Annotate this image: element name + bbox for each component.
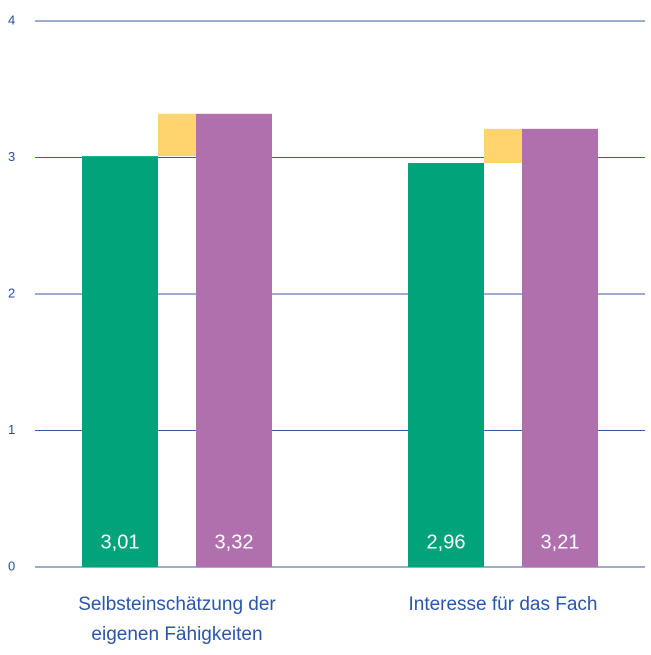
- y-tick-label: 3: [8, 149, 15, 164]
- bar: [408, 162, 484, 567]
- y-tick-label: 1: [8, 422, 15, 437]
- data-label: 2,96: [427, 531, 466, 553]
- data-label: 3,32: [215, 531, 254, 553]
- y-tick-label: 4: [8, 12, 15, 27]
- bar: [82, 156, 158, 567]
- x-tick-label: Selbsteinschätzung der eigenen Fähigkeit…: [78, 594, 276, 645]
- difference-box: [484, 128, 522, 163]
- x-tick-label: Interesse für das Fach: [408, 594, 598, 615]
- bar: [522, 128, 598, 567]
- y-tick-label: 0: [8, 558, 15, 573]
- difference-box: [158, 113, 196, 157]
- data-label: 3,01: [101, 531, 140, 553]
- data-label: 3,21: [541, 531, 580, 553]
- bar: [196, 113, 272, 567]
- y-tick-label: 2: [8, 285, 15, 300]
